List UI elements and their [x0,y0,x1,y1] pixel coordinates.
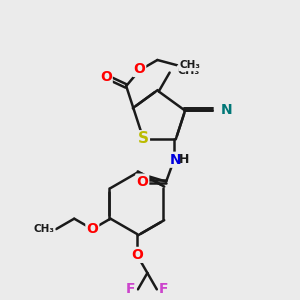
Text: N: N [170,153,182,167]
Text: O: O [86,222,98,236]
Text: S: S [138,131,149,146]
Text: F: F [126,282,136,296]
Text: CH₃: CH₃ [179,60,200,70]
Text: O: O [136,175,148,189]
Text: F: F [159,282,169,296]
Text: O: O [100,70,112,84]
Text: CH₃: CH₃ [178,66,200,76]
Text: O: O [131,248,143,262]
Text: CH₃: CH₃ [34,224,55,234]
Text: N: N [221,103,232,116]
Text: O: O [133,62,145,76]
Text: H: H [179,153,190,166]
